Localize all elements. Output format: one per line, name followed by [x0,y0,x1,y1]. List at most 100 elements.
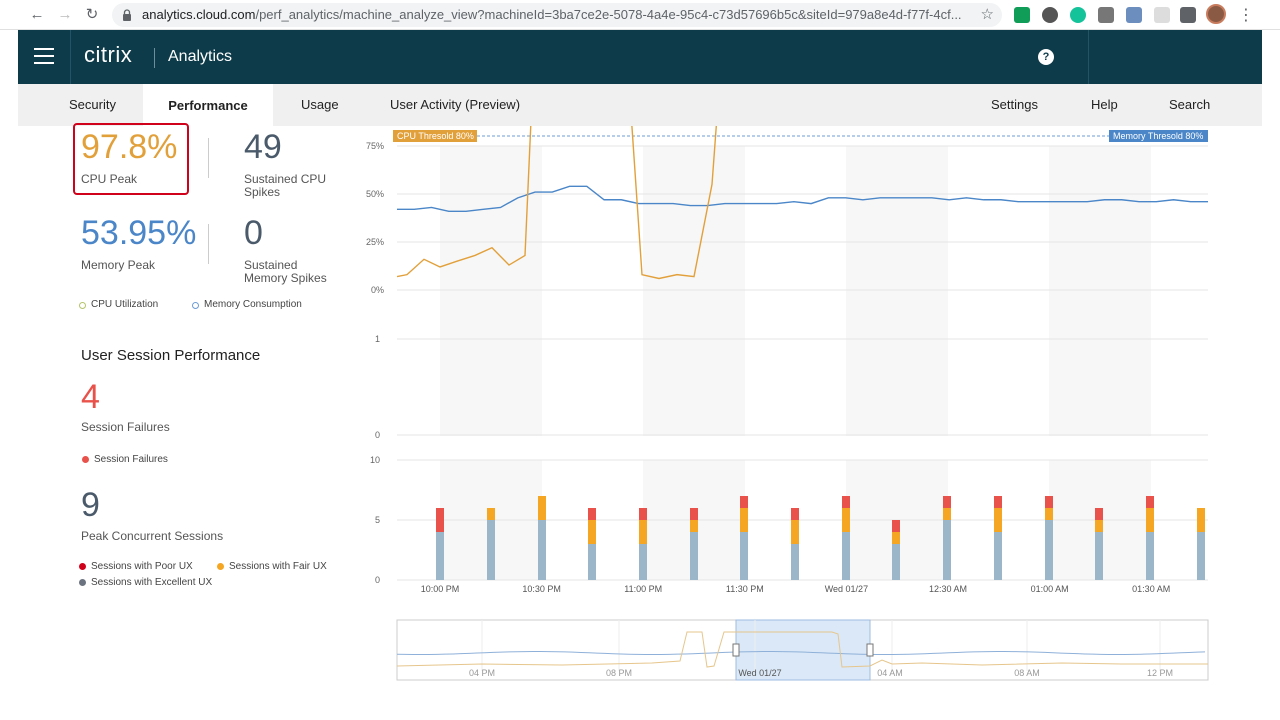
fair-bar [943,508,951,520]
session-performance-title: User Session Performance [81,347,261,364]
cpu-peak-label: CPU Peak [81,172,138,186]
tab-user-activity[interactable]: User Activity (Preview) [390,97,521,112]
tab-search[interactable]: Search [1169,97,1211,112]
cpu-threshold-badge [393,130,477,142]
cpu-peak-value: 97.8% [81,128,178,166]
session-failures-chart: 10 [375,334,1208,440]
tab-usage[interactable]: Usage [301,97,339,112]
fair-bar [1197,508,1205,532]
navigator-handle [866,643,874,657]
reload-icon[interactable]: ↻ [85,6,99,23]
metrics-panel: 97.8% CPU Peak 49 Sustained CPU Spikes 53… [18,123,358,720]
nav-x-label: 08 AM [1014,668,1040,678]
x-tick-label: 12:30 AM [929,584,967,594]
sustained-memory-label-line1: Sustained [244,258,298,272]
navigator-handle [732,643,740,657]
forward-arrow-icon[interactable]: → [57,6,73,23]
url-host: analytics.cloud.com [142,7,256,22]
fair-bar [842,508,850,532]
peak-sessions-value: 9 [81,486,100,524]
time-band [440,146,542,436]
fair-bar [487,508,495,520]
y-tick-label: 75% [366,141,384,151]
memory-peak-value: 53.95% [81,214,197,252]
charts-area: 75% 50% 25% 0% CPU Thresold 80% Memory Threso… [362,126,1262,686]
fair-bar [1146,508,1154,532]
doc-extension-icon[interactable] [1126,7,1142,23]
grammarly-extension-icon[interactable] [1070,7,1086,23]
poor-bar [1095,508,1103,520]
fair-bar [791,520,799,544]
cpu-legend-dot [79,302,86,309]
time-band [1049,146,1151,436]
puzzle-extension-icon[interactable] [1180,7,1196,23]
fair-bar [740,508,748,532]
excellent-bar [588,544,596,580]
lock-icon [123,9,131,21]
nav-x-label: Wed 01/27 [738,668,781,678]
excellent-bar [1197,532,1205,580]
cpu-series-line [397,126,717,280]
nav-memory-line [396,651,1206,656]
charts-svg: 75% 50% 25% 0% CPU Thresold 80% Memory Threso… [366,126,1209,681]
session-failures-value: 4 [81,378,100,416]
fair-bar [1045,508,1053,520]
more-menu-icon[interactable]: ⋮ [1238,7,1254,24]
failures-legend-label[interactable]: Session Failures [94,454,168,465]
poor-bar [639,508,647,520]
fair-bar [1095,520,1103,532]
sessions-chart: 10 5 0 10:00 PM 10:30 PM 11:00 PM 11:30 PM Wed … [370,455,1208,594]
excellent-bar [690,532,698,580]
poor-bar [1146,496,1154,508]
app-header: citrix Analytics ? [18,30,1262,84]
timeline-navigator[interactable]: 04 PM 08 PM Wed 01/27 04 AM 08 AM 12 PM [396,619,1209,681]
y-tick-label: 50% [366,189,384,199]
url-path: /perf_analytics/machine_analyze_view?mac… [255,7,962,22]
excellent-bar [1146,532,1154,580]
y-tick-label: 0 [375,575,380,585]
poor-bar [943,496,951,508]
metric-divider [208,138,209,178]
excellent-bar [791,544,799,580]
memory-peak-label: Memory Peak [81,258,156,272]
sustained-cpu-label: Sustained CPU Spikes [244,173,326,199]
x-tick-label: 10:00 PM [421,584,460,594]
x-tick-label: 01:00 AM [1031,584,1069,594]
tab-performance[interactable]: Performance [143,84,273,126]
tab-security[interactable]: Security [69,97,116,112]
excellent-bar [487,520,495,580]
tab-settings[interactable]: Settings [991,97,1038,112]
sustained-cpu-value: 49 [244,128,282,166]
ext-icon[interactable] [1154,7,1170,23]
fair-bar [690,520,698,532]
excellent-bar [740,532,748,580]
nav-cpu-line [396,631,1208,668]
memory-legend-label[interactable]: Memory Consumption [204,299,302,310]
poor-bar [892,520,900,532]
g-extension-icon[interactable] [1098,7,1114,23]
excellent-ux-legend-label[interactable]: Sessions with Excellent UX [91,577,213,588]
hamburger-menu-icon[interactable] [34,48,54,66]
tab-help[interactable]: Help [1091,97,1118,112]
back-arrow-icon[interactable]: ← [29,6,45,23]
url-text: analytics.cloud.com/perf_analytics/machi… [142,7,962,22]
poor-bar [740,496,748,508]
sustained-memory-value: 0 [244,214,263,252]
excellent-bar [1095,532,1103,580]
avatar[interactable] [1206,4,1226,24]
bookmark-star-icon[interactable]: ☆ [980,6,994,23]
poor-ux-legend-label[interactable]: Sessions with Poor UX [91,561,193,572]
time-band [846,146,948,436]
cpu-legend-label[interactable]: CPU Utilization [91,299,159,310]
x-tick-label: 11:30 PM [726,584,764,594]
cpu-threshold-label: CPU Thresold 80% [397,131,474,141]
product-name: Analytics [168,48,233,65]
excellent-bar [436,532,444,580]
circle-extension-icon[interactable] [1042,7,1058,23]
address-bar[interactable]: analytics.cloud.com/perf_analytics/machi… [112,3,1002,27]
help-circle-icon[interactable]: ? [1038,49,1054,65]
y-tick-label: 0 [375,430,380,440]
share-extension-icon[interactable] [1014,7,1030,23]
fair-ux-legend-label[interactable]: Sessions with Fair UX [229,561,327,572]
browser-toolbar: ← → ↻ analytics.cloud.com/perf_analytics… [0,0,1280,30]
